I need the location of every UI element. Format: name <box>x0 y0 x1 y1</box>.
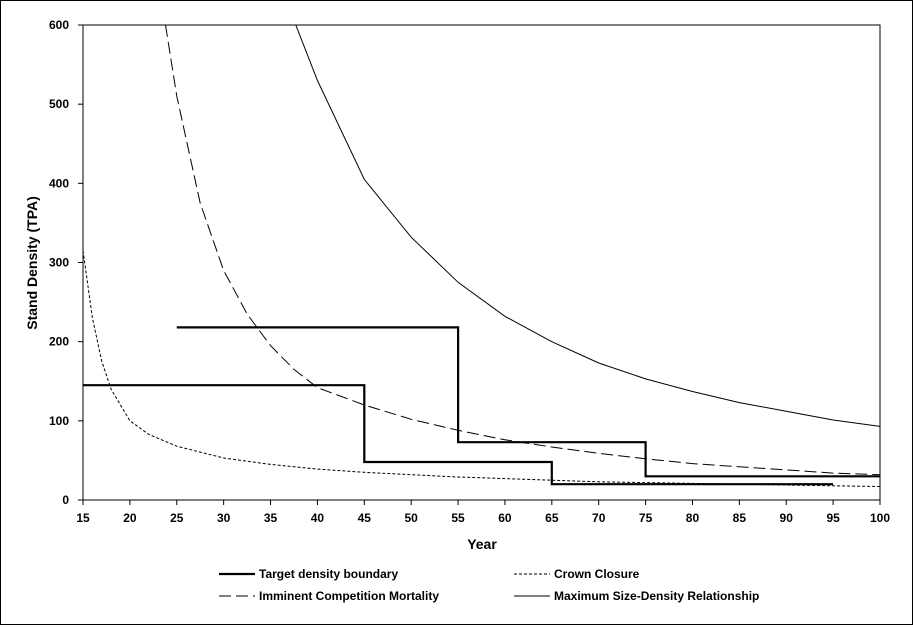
y-tick-label: 0 <box>62 493 69 507</box>
legend-label-0: Target density boundary <box>259 567 398 581</box>
y-tick-label: 200 <box>49 335 69 349</box>
x-tick-label: 60 <box>498 511 512 525</box>
series-line-0 <box>176 326 880 478</box>
x-tick-label: 100 <box>870 511 890 525</box>
legend-label-2: Imminent Competition Mortality <box>259 589 439 603</box>
legend-label-3: Maximum Size-Density Relationship <box>554 589 759 603</box>
x-tick-label: 70 <box>592 511 606 525</box>
y-tick-label: 100 <box>49 414 69 428</box>
y-axis: 0 100 200 300 400 500 600 <box>49 18 83 507</box>
x-tick-label: 15 <box>76 511 90 525</box>
y-tick-label: 400 <box>49 176 69 190</box>
x-tick-label: 50 <box>404 511 418 525</box>
legend: Target density boundary Crown Closure Immi… <box>219 567 759 603</box>
series-line-2 <box>165 25 880 476</box>
x-tick-label: 45 <box>358 511 372 525</box>
x-tick-label: 75 <box>639 511 653 525</box>
x-axis: 15 20 25 30 35 40 45 50 55 60 65 70 75 80 85 90 95 100 <box>76 500 890 525</box>
y-tick-label: 600 <box>49 18 69 32</box>
x-tick-label: 35 <box>264 511 278 525</box>
plot-area <box>82 24 881 501</box>
y-axis-title: Stand Density (TPA) <box>24 196 40 330</box>
x-tick-label: 90 <box>780 511 794 525</box>
x-tick-label: 95 <box>826 511 840 525</box>
x-tick-label: 30 <box>217 511 231 525</box>
legend-label-1: Crown Closure <box>554 567 640 581</box>
series-line-3 <box>295 25 880 427</box>
x-tick-label: 25 <box>170 511 184 525</box>
x-tick-label: 40 <box>311 511 325 525</box>
y-tick-label: 500 <box>49 97 69 111</box>
series-line-1 <box>83 250 880 487</box>
y-tick-label: 300 <box>49 256 69 270</box>
x-tick-label: 80 <box>686 511 700 525</box>
x-axis-title: Year <box>467 536 497 552</box>
x-tick-label: 85 <box>733 511 747 525</box>
series-line-0 <box>83 384 834 486</box>
x-tick-label: 55 <box>451 511 465 525</box>
x-tick-label: 20 <box>123 511 137 525</box>
x-tick-label: 65 <box>545 511 559 525</box>
series-layer <box>83 25 880 487</box>
